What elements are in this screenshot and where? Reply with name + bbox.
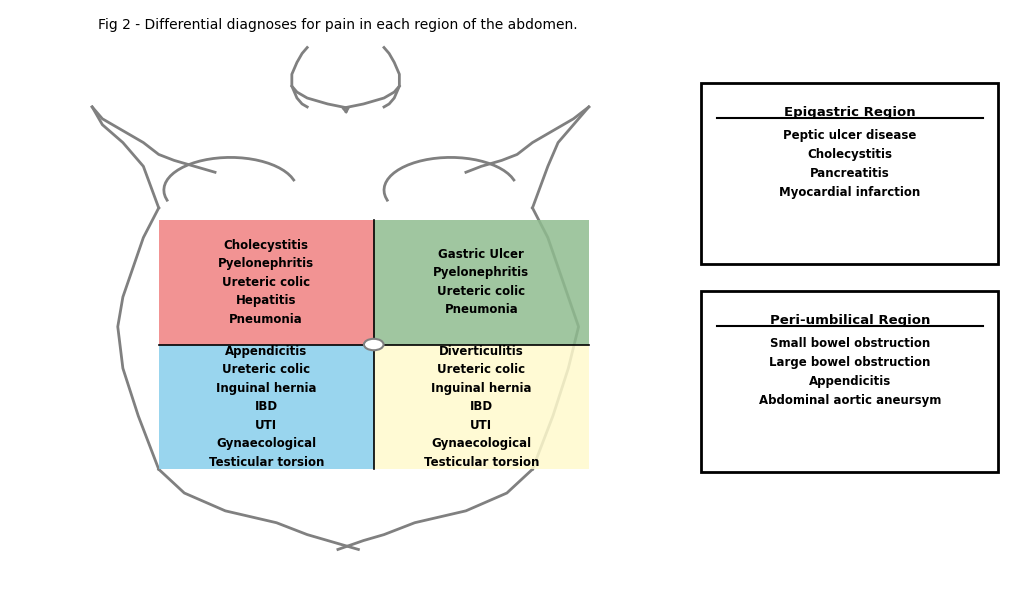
- Text: Peri-umbilical Region: Peri-umbilical Region: [770, 314, 930, 327]
- Text: Diverticulitis
Ureteric colic
Inguinal hernia
IBD
UTI
Gynaecological
Testicular : Diverticulitis Ureteric colic Inguinal h…: [424, 345, 539, 469]
- FancyBboxPatch shape: [701, 83, 998, 264]
- Text: Cholecystitis
Pyelonephritis
Ureteric colic
Hepatitis
Pneumonia: Cholecystitis Pyelonephritis Ureteric co…: [218, 239, 314, 326]
- FancyBboxPatch shape: [159, 345, 374, 469]
- Text: Epigastric Region: Epigastric Region: [784, 106, 915, 119]
- FancyBboxPatch shape: [374, 345, 589, 469]
- Text: Appendicitis
Ureteric colic
Inguinal hernia
IBD
UTI
Gynaecological
Testicular to: Appendicitis Ureteric colic Inguinal her…: [209, 345, 324, 469]
- Text: Gastric Ulcer
Pyelonephritis
Ureteric colic
Pneumonia: Gastric Ulcer Pyelonephritis Ureteric co…: [433, 248, 529, 317]
- FancyBboxPatch shape: [701, 291, 998, 472]
- FancyBboxPatch shape: [374, 220, 589, 345]
- FancyBboxPatch shape: [159, 220, 374, 345]
- Text: Fig 2 - Differential diagnoses for pain in each region of the abdomen.: Fig 2 - Differential diagnoses for pain …: [98, 18, 578, 32]
- Text: Small bowel obstruction
Large bowel obstruction
Appendicitis
Abdominal aortic an: Small bowel obstruction Large bowel obst…: [759, 337, 941, 407]
- Text: Peptic ulcer disease
Cholecystitis
Pancreatitis
Myocardial infarction: Peptic ulcer disease Cholecystitis Pancr…: [779, 129, 921, 200]
- Circle shape: [364, 339, 384, 350]
